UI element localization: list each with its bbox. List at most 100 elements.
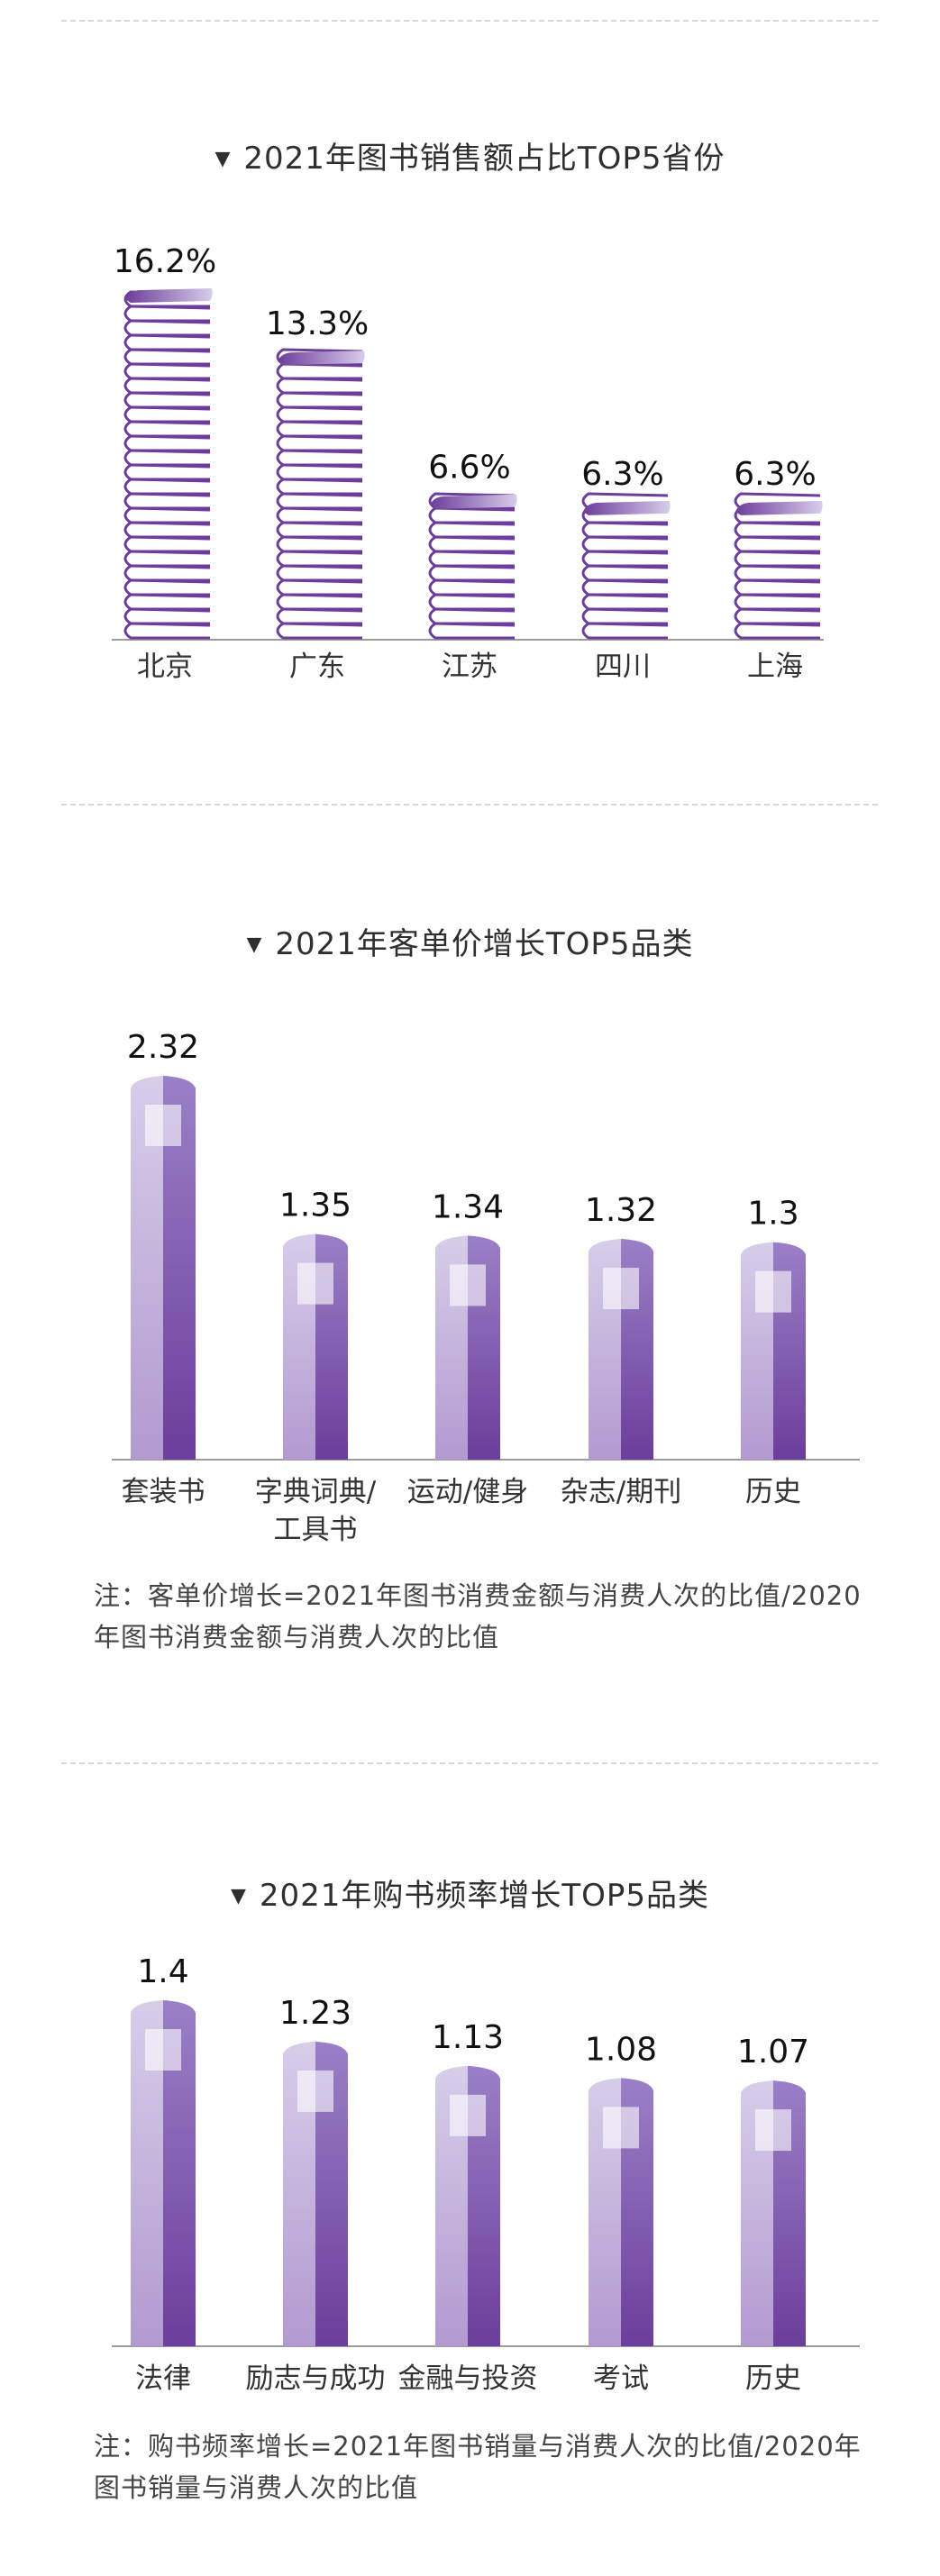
bar-highlight	[297, 1262, 333, 1305]
value-label: 1.32	[585, 1192, 657, 1229]
book-layer	[276, 434, 363, 452]
value-label: 1.13	[432, 2019, 504, 2056]
book-cover	[735, 500, 823, 515]
category-label: 励志与成功	[246, 2362, 386, 2395]
chart-title-province-text: 2021年图书销售额占比TOP5省份	[243, 141, 726, 177]
chart-price: 2.32 套装书 1.35 字典词典/工具书 1.34 运动/健身 1.32 杂志/期刊 1.3…	[112, 1029, 860, 1546]
category-label: 杂志/期刊	[561, 1476, 681, 1508]
bar-highlight	[145, 1105, 181, 1146]
book-layer	[276, 420, 363, 438]
book-layer	[276, 449, 363, 467]
book-layer	[123, 333, 211, 351]
bar-left-face	[131, 1076, 163, 1460]
chart-title-province: ▼ 2021年图书销售额占比TOP5省份	[0, 133, 940, 177]
book-layer	[734, 622, 821, 640]
book-layer	[123, 622, 211, 640]
book-layer	[123, 492, 211, 510]
chart-title-price-text: 2021年客单价增长TOP5品类	[275, 926, 694, 962]
book-layer	[428, 578, 516, 596]
bar-left-face	[283, 2041, 315, 2346]
book-layer	[123, 348, 211, 366]
value-label: 1.3	[747, 1196, 799, 1233]
value-label: 1.4	[137, 1953, 188, 1990]
book-layer	[734, 535, 821, 553]
book-layer	[428, 535, 516, 553]
book-layer	[123, 521, 211, 539]
value-label: 16.2%	[114, 243, 216, 280]
bar-历史	[741, 2080, 806, 2346]
chart-note-frequency: 注：购书频率增长=2021年图书销量与消费人次的比值/2020年图书销量与消费人…	[94, 2431, 862, 2503]
book-layer	[428, 521, 516, 539]
book-layer	[581, 622, 669, 640]
divider-top	[61, 20, 878, 22]
chart-title-frequency: ▼ 2021年购书频率增长TOP5品类	[0, 1871, 940, 1915]
chart-province: 16.2% 北京 13.3% 广东 6.6% 江苏 6.3% 四川 6.3% 上海	[112, 243, 824, 683]
bar-right-face	[315, 2041, 348, 2346]
category-label: 字典词典/	[255, 1476, 377, 1508]
value-label: 1.08	[585, 2031, 657, 2068]
bar-考试	[589, 2078, 653, 2346]
value-label: 1.34	[432, 1188, 504, 1225]
book-layer	[276, 535, 363, 553]
book-layer	[581, 578, 669, 596]
book-layer	[428, 550, 516, 568]
bar-highlight	[145, 2029, 181, 2071]
book-cover	[583, 500, 671, 515]
value-label: 13.3%	[266, 305, 369, 342]
bar-历史	[741, 1242, 806, 1460]
book-layer	[123, 478, 211, 496]
book-layer	[276, 521, 363, 539]
bar-四川	[581, 492, 671, 640]
category-label: 套装书	[122, 1476, 205, 1508]
chart-note-price: 注：客单价增长=2021年图书消费金额与消费人次的比值/2020年图书消费金额与…	[94, 1580, 862, 1652]
category-label: 金融与投资	[398, 2362, 538, 2395]
book-layer	[581, 564, 669, 582]
bar-highlight	[603, 1268, 639, 1310]
category-label: 工具书	[274, 1514, 358, 1546]
book-layer	[428, 607, 516, 625]
book-layer	[276, 550, 363, 568]
chart-title-frequency-text: 2021年购书频率增长TOP5品类	[259, 1878, 710, 1914]
chart-title-price: ▼ 2021年客单价增长TOP5品类	[0, 919, 940, 963]
book-layer	[276, 391, 363, 409]
book-layer	[428, 564, 516, 582]
category-label: 广东	[289, 651, 345, 683]
bar-北京	[123, 288, 213, 640]
bar-right-face	[163, 1076, 196, 1460]
bar-法律	[131, 2000, 196, 2346]
value-label: 1.23	[279, 1995, 351, 2032]
book-cover	[125, 288, 213, 303]
book-layer	[581, 521, 669, 539]
book-cover	[430, 494, 517, 509]
bar-highlight	[755, 1270, 791, 1313]
bar-江苏	[428, 492, 517, 640]
divider-3	[61, 1762, 878, 1764]
book-layer	[123, 463, 211, 481]
book-layer	[581, 607, 669, 625]
book-layer	[276, 492, 363, 510]
triangle-down-icon: ▼	[214, 148, 232, 170]
bar-highlight	[755, 2109, 791, 2152]
book-layer	[734, 521, 821, 539]
book-layer	[734, 593, 821, 611]
book-layer	[581, 593, 669, 611]
bar-highlight	[297, 2070, 333, 2112]
bar-杂志/期刊	[589, 1239, 653, 1460]
category-label: 运动/健身	[407, 1476, 528, 1508]
book-layer	[276, 564, 363, 582]
book-layer	[123, 391, 211, 409]
value-label: 1.07	[737, 2034, 809, 2071]
book-layer	[123, 578, 211, 596]
value-label: 1.35	[279, 1188, 351, 1224]
book-layer	[123, 550, 211, 568]
bar-套装书	[131, 1076, 196, 1460]
book-layer	[734, 607, 821, 625]
book-layer	[123, 535, 211, 553]
book-layer	[734, 564, 821, 582]
bar-right-face	[163, 2000, 196, 2346]
bar-highlight	[603, 2107, 639, 2149]
book-layer	[123, 377, 211, 395]
chart-frequency: 1.4 法律 1.23 励志与成功 1.13 金融与投资 1.08 考试 1.07 历史	[112, 1953, 860, 2395]
book-layer	[123, 593, 211, 611]
book-layer	[276, 463, 363, 481]
